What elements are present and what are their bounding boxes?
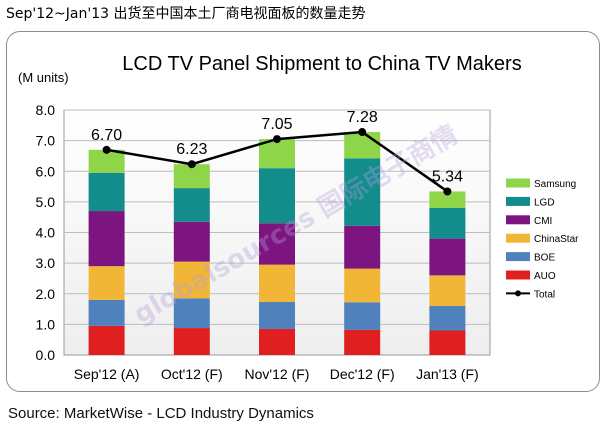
legend-swatch-boe xyxy=(506,252,530,262)
bar-chinastar-4[interactable] xyxy=(429,275,466,306)
bar-samsung-2[interactable] xyxy=(259,139,295,169)
bar-samsung-3[interactable] xyxy=(344,132,381,159)
page-header: Sep'12~Jan'13 出货至中国本土厂商电视面板的数量走势 xyxy=(6,6,366,22)
bar-samsung-4[interactable] xyxy=(429,191,466,208)
bar-lgd-1[interactable] xyxy=(173,188,210,222)
bar-cmi-2[interactable] xyxy=(259,223,295,265)
bar-auo-2[interactable] xyxy=(259,328,295,355)
total-data-label: 5.34 xyxy=(432,168,463,185)
y-tick-label: 1.0 xyxy=(36,316,56,332)
legend-label: Samsung xyxy=(534,179,576,190)
legend-swatch-auo xyxy=(506,270,530,280)
bar-chinastar-2[interactable] xyxy=(259,264,295,303)
legend-label: LGD xyxy=(534,197,555,208)
bar-lgd-4[interactable] xyxy=(429,208,466,239)
bar-samsung-1[interactable] xyxy=(173,164,210,189)
bar-chinastar-3[interactable] xyxy=(344,268,381,303)
legend-marker-total xyxy=(515,290,521,297)
bar-lgd-2[interactable] xyxy=(259,168,295,224)
bar-boe-0[interactable] xyxy=(88,299,125,326)
total-point[interactable] xyxy=(187,160,196,169)
legend-swatch-lgd xyxy=(506,196,530,206)
legend-label: BOE xyxy=(534,253,555,264)
y-tick-label: 4.0 xyxy=(36,225,56,241)
y-tick-label: 2.0 xyxy=(36,286,56,302)
x-tick-label: Dec'12 (F) xyxy=(330,366,395,382)
bar-chinastar-1[interactable] xyxy=(173,261,210,299)
total-point[interactable] xyxy=(273,135,281,144)
legend-label: Total xyxy=(534,289,555,300)
bar-samsung-0[interactable] xyxy=(88,149,125,173)
y-axis-label: (M units) xyxy=(18,70,69,85)
x-tick-label: Sep'12 (A) xyxy=(74,366,140,382)
bar-chinastar-0[interactable] xyxy=(88,266,125,300)
total-data-label: 6.23 xyxy=(176,141,207,158)
bar-cmi-1[interactable] xyxy=(173,221,210,262)
legend-label: ChinaStar xyxy=(534,234,579,245)
legend: Samsung LGD CMI ChinaStar BOE AUO Total xyxy=(506,178,579,300)
bar-lgd-3[interactable] xyxy=(344,158,381,226)
legend-swatch-chinastar xyxy=(506,233,530,243)
bar-lgd-0[interactable] xyxy=(88,172,125,212)
total-point[interactable] xyxy=(443,187,452,196)
y-tick-label: 0.0 xyxy=(36,347,56,363)
bar-auo-4[interactable] xyxy=(429,330,466,356)
bar-auo-3[interactable] xyxy=(344,329,381,355)
y-tick-label: 3.0 xyxy=(36,255,56,271)
total-point[interactable] xyxy=(102,145,111,154)
plot-area: 0.0 1.0 2.0 3.0 4.0 5.0 6.0 7.0 8.0 Sep'12 (A) Oct… xyxy=(36,102,491,382)
bar-boe-3[interactable] xyxy=(344,302,381,330)
chart-title: LCD TV Panel Shipment to China TV Makers xyxy=(122,53,521,75)
bar-boe-2[interactable] xyxy=(259,302,295,329)
y-tick-label: 8.0 xyxy=(36,102,56,118)
x-tick-label: Jan'13 (F) xyxy=(416,366,479,382)
total-point[interactable] xyxy=(358,128,367,137)
legend-swatch-cmi xyxy=(506,215,530,225)
y-tick-label: 6.0 xyxy=(36,163,56,179)
legend-swatch-samsung xyxy=(506,178,530,188)
legend-item-total[interactable]: Total xyxy=(506,289,555,300)
bar-boe-1[interactable] xyxy=(173,298,210,329)
legend-item-boe[interactable]: BOE xyxy=(506,252,555,264)
bar-cmi-3[interactable] xyxy=(344,225,381,269)
source-note: Source: MarketWise - LCD Industry Dynami… xyxy=(8,405,314,422)
legend-item-lgd[interactable]: LGD xyxy=(506,196,555,209)
total-data-label: 7.05 xyxy=(261,116,292,133)
legend-item-auo[interactable]: AUO xyxy=(506,270,556,283)
bar-boe-4[interactable] xyxy=(429,306,466,331)
y-tick-label: 7.0 xyxy=(36,133,56,149)
legend-label: AUO xyxy=(534,271,556,282)
legend-item-cmi[interactable]: CMI xyxy=(506,215,552,227)
x-tick-label: Nov'12 (F) xyxy=(245,366,310,382)
bar-auo-0[interactable] xyxy=(88,325,125,355)
legend-label: CMI xyxy=(534,216,552,227)
legend-item-chinastar[interactable]: ChinaStar xyxy=(506,233,579,246)
x-tick-label: Oct'12 (F) xyxy=(161,366,223,382)
bar-cmi-4[interactable] xyxy=(429,238,466,276)
y-tick-label: 5.0 xyxy=(36,194,56,210)
total-data-label: 6.70 xyxy=(91,127,122,144)
bar-auo-1[interactable] xyxy=(173,328,210,355)
bar-cmi-0[interactable] xyxy=(88,211,125,267)
legend-item-samsung[interactable]: Samsung xyxy=(506,178,576,191)
total-data-label: 7.28 xyxy=(347,109,378,126)
